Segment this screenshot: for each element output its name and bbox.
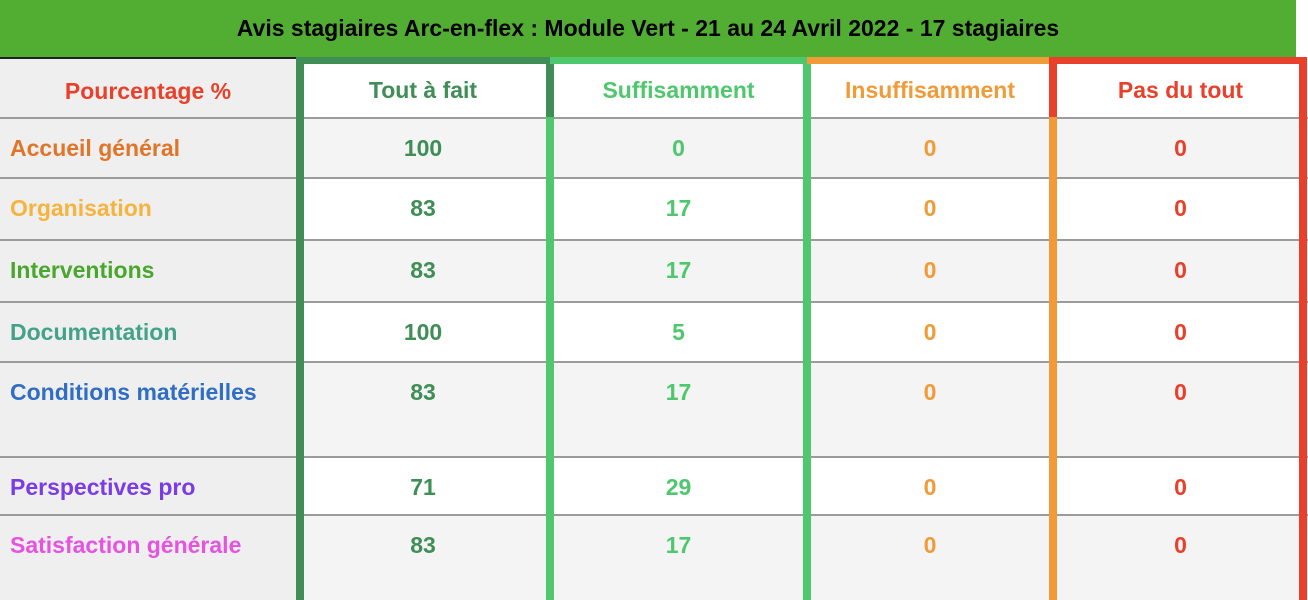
value-cell: 100 [296,117,550,177]
col3-top-accent [807,57,1049,64]
value-cell: 0 [807,239,1053,301]
row-label: Documentation [0,301,296,361]
row-label: Satisfaction générale [0,514,296,600]
value-cell: 100 [296,301,550,361]
col1-top-accent [296,57,550,64]
value-cell: 71 [296,456,550,514]
row-label: Accueil général [0,117,296,177]
value-cell: 0 [1053,117,1308,177]
col3-col4-border-header [1049,57,1057,117]
results-table: Pourcentage % Tout à fait Suffisamment Insu… [0,57,1308,600]
value-cell: 0 [807,456,1053,514]
value-cell: 0 [1053,177,1308,239]
value-cell: 29 [550,456,807,514]
value-cell: 0 [807,117,1053,177]
col4-top-accent [1053,57,1307,64]
value-cell: 83 [296,177,550,239]
column-header-1: Tout à fait [296,57,550,117]
col2-top-accent [550,57,807,64]
value-cell: 0 [1053,239,1308,301]
value-cell: 0 [807,177,1053,239]
value-cell: 0 [550,117,807,177]
col1-col2-border-header [546,57,554,117]
corner-header-pourcentage: Pourcentage % [0,57,296,117]
value-cell: 0 [1053,514,1308,600]
value-cell: 0 [807,301,1053,361]
col1-col2-border-body [546,117,554,600]
col4-right-border [1299,57,1307,600]
value-cell: 83 [296,239,550,301]
value-cell: 0 [1053,456,1308,514]
row-label: Interventions [0,239,296,301]
value-cell: 0 [1053,301,1308,361]
table-title: Avis stagiaires Arc-en-flex : Module Ver… [0,0,1296,57]
value-cell: 17 [550,177,807,239]
value-cell: 0 [807,361,1053,456]
value-cell: 0 [807,514,1053,600]
value-cell: 17 [550,239,807,301]
value-cell: 83 [296,514,550,600]
row-label: Organisation [0,177,296,239]
value-cell: 17 [550,361,807,456]
column-header-4: Pas du tout [1053,57,1308,117]
col3-col4-border-body [1049,117,1057,600]
row-label: Conditions matérielles [0,361,296,456]
column-header-3: Insuffisamment [807,57,1053,117]
column-header-2: Suffisamment [550,57,807,117]
value-cell: 5 [550,301,807,361]
value-cell: 0 [1053,361,1308,456]
row-label: Perspectives pro [0,456,296,514]
col1-left-border [296,57,304,600]
table-grid: Pourcentage % Tout à fait Suffisamment Insu… [0,57,1308,600]
col2-col3-border [803,57,811,600]
value-cell: 83 [296,361,550,456]
value-cell: 17 [550,514,807,600]
